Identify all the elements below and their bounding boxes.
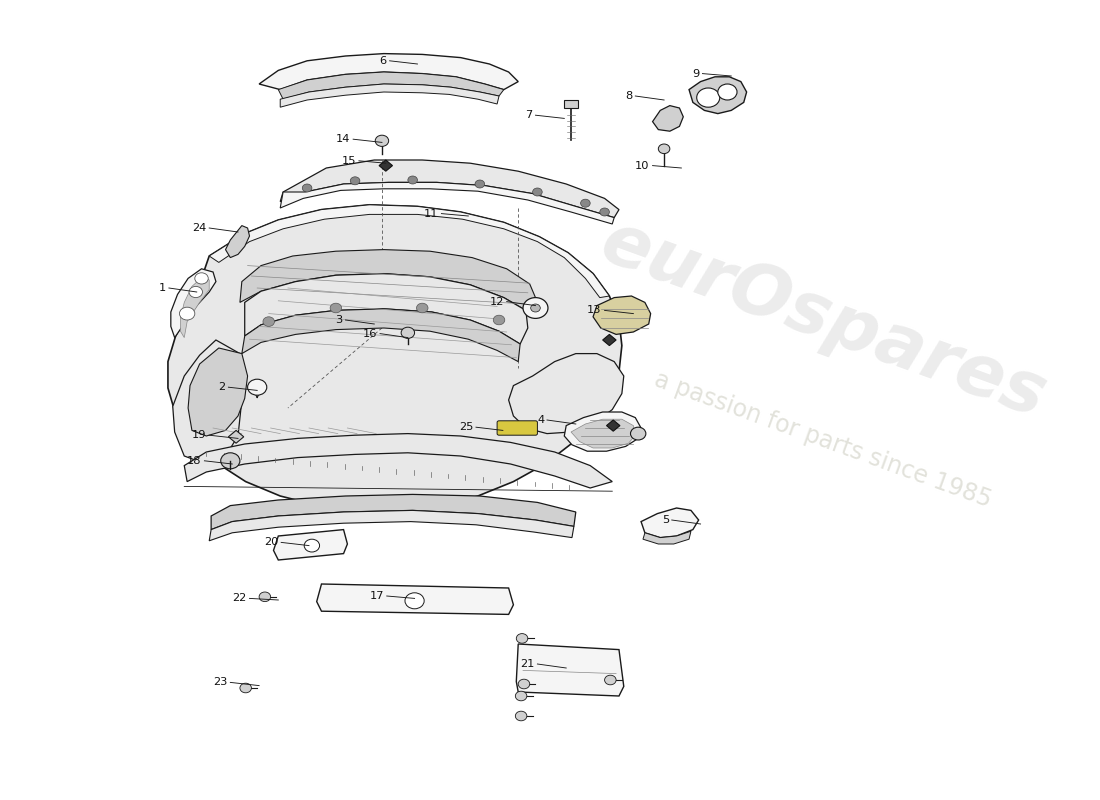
Circle shape <box>260 592 271 602</box>
Text: 19: 19 <box>191 430 207 440</box>
Text: eurOspares: eurOspares <box>592 207 1055 433</box>
Polygon shape <box>188 348 248 436</box>
Text: 24: 24 <box>192 223 207 233</box>
Polygon shape <box>244 274 528 344</box>
Circle shape <box>375 135 388 146</box>
Polygon shape <box>226 226 250 258</box>
Circle shape <box>696 88 719 107</box>
Text: 1: 1 <box>158 283 166 293</box>
Polygon shape <box>185 434 613 488</box>
Circle shape <box>408 176 418 184</box>
Circle shape <box>630 427 646 440</box>
Circle shape <box>718 84 737 100</box>
Circle shape <box>240 683 252 693</box>
Text: 2: 2 <box>219 382 225 392</box>
Text: 6: 6 <box>379 56 387 66</box>
Circle shape <box>302 184 312 192</box>
Polygon shape <box>260 54 518 90</box>
Circle shape <box>305 539 320 552</box>
Polygon shape <box>242 309 520 362</box>
Circle shape <box>189 286 202 298</box>
Polygon shape <box>516 644 624 696</box>
Circle shape <box>605 675 616 685</box>
Polygon shape <box>641 508 698 538</box>
Polygon shape <box>278 72 504 99</box>
Text: 4: 4 <box>537 415 544 425</box>
Polygon shape <box>593 296 651 334</box>
Polygon shape <box>240 250 536 310</box>
Circle shape <box>518 679 530 689</box>
Circle shape <box>350 177 360 185</box>
Text: 10: 10 <box>635 161 650 170</box>
Text: 21: 21 <box>520 659 535 669</box>
Polygon shape <box>379 160 393 171</box>
Text: 22: 22 <box>232 594 246 603</box>
Polygon shape <box>180 276 209 338</box>
Circle shape <box>263 317 275 326</box>
Polygon shape <box>274 530 348 560</box>
Polygon shape <box>280 84 499 107</box>
Text: 17: 17 <box>370 591 384 601</box>
Text: 9: 9 <box>692 69 700 78</box>
Circle shape <box>515 711 527 721</box>
Circle shape <box>522 298 548 318</box>
Polygon shape <box>644 531 691 544</box>
Text: 20: 20 <box>264 538 278 547</box>
Circle shape <box>248 379 267 395</box>
Polygon shape <box>173 340 242 462</box>
Text: 8: 8 <box>625 91 632 101</box>
Text: 16: 16 <box>363 329 377 338</box>
FancyBboxPatch shape <box>564 100 578 108</box>
Text: 7: 7 <box>526 110 532 120</box>
Polygon shape <box>209 510 574 541</box>
Circle shape <box>475 180 485 188</box>
Circle shape <box>330 303 342 313</box>
Circle shape <box>405 593 425 609</box>
Circle shape <box>402 327 415 338</box>
Polygon shape <box>170 269 216 338</box>
Circle shape <box>493 315 505 325</box>
Text: 25: 25 <box>459 422 473 432</box>
Polygon shape <box>211 494 575 530</box>
Circle shape <box>417 303 428 313</box>
Text: 12: 12 <box>490 297 504 306</box>
Polygon shape <box>606 420 620 431</box>
Text: 3: 3 <box>336 315 342 325</box>
Circle shape <box>530 304 540 312</box>
Circle shape <box>581 199 591 207</box>
Polygon shape <box>168 205 621 510</box>
Polygon shape <box>209 205 609 298</box>
Circle shape <box>532 188 542 196</box>
Polygon shape <box>280 160 619 218</box>
Circle shape <box>515 691 527 701</box>
Polygon shape <box>689 77 747 114</box>
Text: 18: 18 <box>187 456 201 466</box>
Circle shape <box>658 144 670 154</box>
Polygon shape <box>229 430 244 443</box>
Circle shape <box>179 307 195 320</box>
Text: 5: 5 <box>661 515 669 525</box>
Text: 11: 11 <box>425 209 439 218</box>
Text: 14: 14 <box>336 134 350 144</box>
Polygon shape <box>280 182 614 224</box>
Polygon shape <box>603 334 616 346</box>
Polygon shape <box>508 354 624 434</box>
Text: a passion for parts since 1985: a passion for parts since 1985 <box>651 368 996 512</box>
Polygon shape <box>652 106 683 131</box>
FancyBboxPatch shape <box>497 421 538 435</box>
Circle shape <box>600 208 609 216</box>
Circle shape <box>516 634 528 643</box>
Text: 13: 13 <box>587 306 602 315</box>
Circle shape <box>221 453 240 469</box>
Polygon shape <box>571 419 636 448</box>
Circle shape <box>195 273 208 284</box>
Text: 15: 15 <box>341 156 356 166</box>
Text: 23: 23 <box>213 678 228 687</box>
Polygon shape <box>564 412 641 451</box>
Polygon shape <box>317 584 514 614</box>
